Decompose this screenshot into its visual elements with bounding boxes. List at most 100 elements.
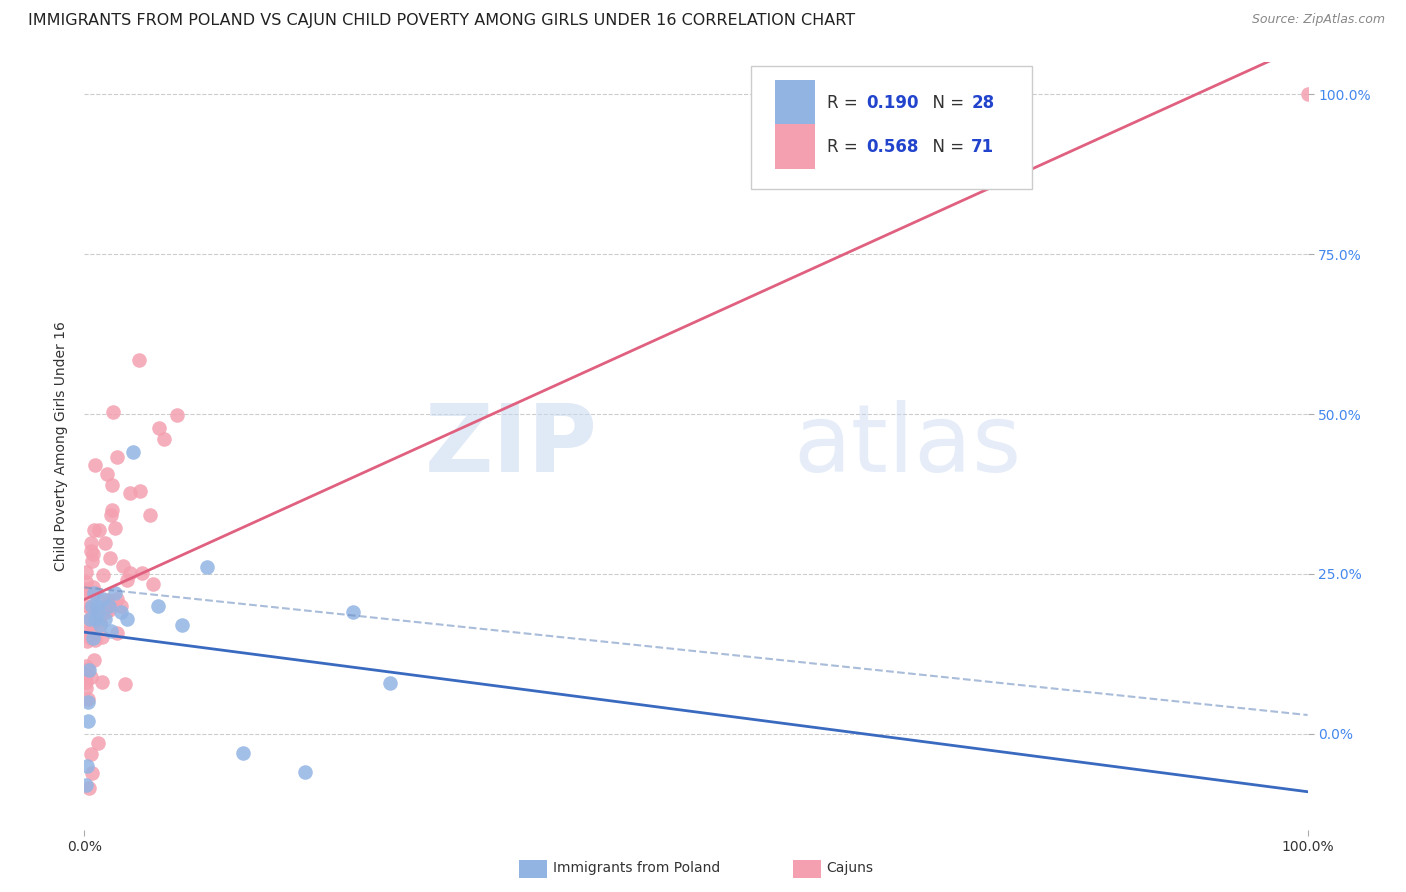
Point	[84, 612, 107, 626]
Point	[79, 544, 101, 558]
Point	[380, 675, 402, 690]
Point	[87, 736, 110, 750]
Point	[80, 536, 103, 550]
Point	[110, 599, 132, 614]
Point	[75, 582, 97, 596]
Text: 0.190: 0.190	[866, 94, 918, 112]
Point	[128, 353, 150, 368]
Point	[76, 634, 98, 648]
Point	[84, 586, 107, 600]
FancyBboxPatch shape	[776, 124, 814, 169]
Point	[115, 573, 138, 587]
Point	[96, 467, 118, 481]
Point	[75, 778, 97, 792]
Point	[80, 747, 103, 762]
Text: 28: 28	[972, 94, 994, 112]
Text: R =: R =	[827, 138, 863, 156]
Point	[100, 508, 122, 523]
Point	[86, 599, 108, 613]
Point	[77, 780, 100, 795]
Point	[96, 605, 118, 619]
Point	[82, 554, 104, 568]
Text: R =: R =	[827, 94, 863, 112]
FancyBboxPatch shape	[776, 80, 814, 126]
Point	[77, 662, 100, 676]
Text: atlas: atlas	[794, 400, 1022, 492]
Point	[101, 502, 124, 516]
Point	[97, 599, 120, 613]
Point	[89, 610, 111, 624]
Point	[142, 577, 165, 591]
Point	[76, 758, 98, 772]
Text: 0.568: 0.568	[866, 138, 918, 156]
Point	[89, 618, 111, 632]
Point	[98, 598, 121, 612]
Point	[77, 714, 100, 728]
Point	[91, 674, 114, 689]
Point	[83, 523, 105, 537]
Text: Cajuns: Cajuns	[827, 861, 873, 875]
Text: N =: N =	[922, 94, 970, 112]
Point	[128, 483, 150, 498]
Point	[79, 631, 101, 645]
Point	[83, 586, 105, 600]
Text: IMMIGRANTS FROM POLAND VS CAJUN CHILD POVERTY AMONG GIRLS UNDER 16 CORRELATION C: IMMIGRANTS FROM POLAND VS CAJUN CHILD PO…	[28, 13, 855, 29]
Point	[80, 766, 103, 780]
Point	[91, 568, 114, 582]
Point	[115, 612, 138, 626]
Point	[172, 618, 194, 632]
Point	[103, 520, 125, 534]
Point	[75, 681, 97, 695]
Point	[110, 605, 132, 619]
Point	[75, 659, 97, 673]
Point	[83, 632, 105, 647]
Point	[342, 605, 364, 619]
Point	[80, 599, 103, 613]
Point	[118, 486, 141, 500]
Point	[79, 612, 101, 626]
Point	[139, 508, 162, 522]
Point	[100, 624, 122, 639]
Y-axis label: Child Poverty Among Girls Under 16: Child Poverty Among Girls Under 16	[55, 321, 69, 571]
Point	[195, 560, 218, 574]
Point	[114, 677, 136, 691]
Point	[100, 478, 122, 492]
Point	[79, 626, 101, 640]
FancyBboxPatch shape	[751, 66, 1032, 189]
Point	[89, 615, 111, 630]
Point	[82, 580, 104, 594]
Point	[131, 566, 153, 580]
Point	[76, 691, 98, 706]
Point	[94, 603, 117, 617]
Point	[232, 746, 254, 760]
Point	[75, 614, 97, 628]
Point	[86, 613, 108, 627]
Point	[1296, 87, 1319, 102]
Point	[75, 574, 97, 589]
Point	[82, 631, 104, 645]
Point	[97, 592, 120, 607]
Point	[152, 432, 174, 446]
Point	[91, 592, 114, 607]
Point	[98, 550, 121, 565]
Point	[79, 623, 101, 637]
Point	[83, 652, 105, 666]
Point	[75, 674, 97, 689]
Point	[75, 566, 97, 580]
Point	[76, 599, 98, 613]
Point	[94, 536, 117, 550]
Point	[294, 765, 316, 780]
Point	[146, 599, 169, 613]
Point	[77, 695, 100, 709]
Point	[75, 668, 97, 682]
Text: Source: ZipAtlas.com: Source: ZipAtlas.com	[1251, 13, 1385, 27]
Point	[79, 600, 101, 615]
Point	[166, 408, 188, 422]
Point	[90, 630, 112, 644]
Text: N =: N =	[922, 138, 970, 156]
Point	[83, 458, 105, 473]
Point	[79, 670, 101, 684]
Point	[77, 663, 100, 677]
Point	[98, 602, 121, 616]
Point	[105, 450, 128, 464]
